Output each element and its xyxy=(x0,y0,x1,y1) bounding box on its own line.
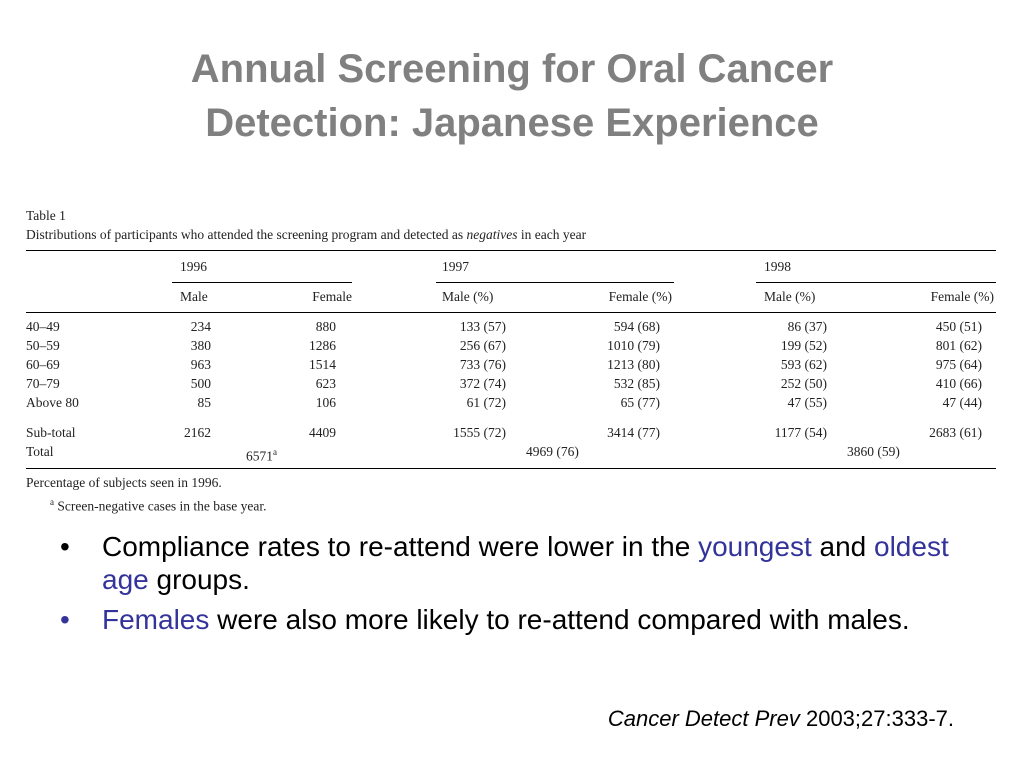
table-caption-italic: negatives xyxy=(466,227,518,242)
table-cell: 1213 (80) xyxy=(607,357,660,372)
table-caption-pre: Distributions of participants who attend… xyxy=(26,227,464,242)
table-cell: 1286 xyxy=(309,338,336,353)
row-label: 40–49 xyxy=(26,319,60,334)
table-cell: 1514 xyxy=(309,357,336,372)
row-label: 50–59 xyxy=(26,338,60,353)
table-cell: 106 xyxy=(315,395,336,410)
table-cell: 2683 (61) xyxy=(929,425,982,440)
table-cell: 47 (55) xyxy=(787,395,827,410)
table-cell: 623 xyxy=(315,376,336,391)
table-cell: 880 xyxy=(315,319,336,334)
row-label: 60–69 xyxy=(26,357,60,372)
header-bottom-rule xyxy=(26,312,996,313)
bullet-item: • Compliance rates to re-attend were low… xyxy=(60,530,960,596)
table-cell: 593 (62) xyxy=(780,357,827,372)
column-header: Female xyxy=(312,289,352,304)
citation-journal: Cancer Detect Prev xyxy=(607,706,800,731)
bullet-item: • Females were also more likely to re-at… xyxy=(60,603,960,636)
row-label: Total xyxy=(26,444,54,459)
slide-title-line1: Annual Screening for Oral Cancer xyxy=(190,47,834,91)
table-top-rule xyxy=(26,250,996,251)
year-rule xyxy=(436,282,674,283)
table-cell: 4409 xyxy=(309,425,336,440)
table-footnote: a Screen-negative cases in the base year… xyxy=(50,493,267,516)
slide-title-line2: Detection: Japanese Experience xyxy=(205,101,819,145)
table-cell: 1555 (72) xyxy=(453,425,506,440)
table-caption-post: in each year xyxy=(520,227,587,242)
table-cell: 86 (37) xyxy=(787,319,827,334)
bullet-text: were also more likely to re-attend compa… xyxy=(209,604,910,635)
table-footnote: Percentage of subjects seen in 1996. xyxy=(26,475,222,490)
table-cell: 133 (57) xyxy=(459,319,506,334)
year-rule xyxy=(172,282,352,283)
table-cell: 199 (52) xyxy=(780,338,827,353)
year-header: 1996 xyxy=(180,259,207,274)
column-header: Male (%) xyxy=(442,289,494,304)
row-label: 70–79 xyxy=(26,376,60,391)
table-cell: 1010 (79) xyxy=(607,338,660,353)
bullet-marker: • xyxy=(60,604,70,635)
bullet-highlight: oldest age xyxy=(102,531,949,595)
year-header: 1997 xyxy=(442,259,469,274)
bullet-highlight: Females xyxy=(102,604,210,635)
table-cell: 1177 (54) xyxy=(774,425,827,440)
table-cell: 594 (68) xyxy=(613,319,660,334)
table-cell: 500 xyxy=(190,376,211,391)
footnote-marker: a xyxy=(50,497,54,507)
slide-title: Annual Screening for Oral Cancer Detecti… xyxy=(0,42,1024,150)
table-cell: 61 (72) xyxy=(466,395,506,410)
table-cell: 410 (66) xyxy=(935,376,982,391)
column-header: Female (%) xyxy=(930,289,994,304)
bullet-marker: • xyxy=(60,531,70,562)
table-cell: 801 (62) xyxy=(935,338,982,353)
table-cell: 372 (74) xyxy=(459,376,506,391)
bullet-text: Compliance rates to re-attend were lower… xyxy=(102,531,699,562)
table-cell: 532 (85) xyxy=(613,376,660,391)
table-caption: Distributions of participants who attend… xyxy=(26,225,996,244)
table-cell: 380 xyxy=(190,338,211,353)
table-cell: 733 (76) xyxy=(459,357,506,372)
column-header: Male xyxy=(180,289,208,304)
bullet-text: and xyxy=(811,531,874,562)
footnote-marker: a xyxy=(273,447,277,457)
citation: Cancer Detect Prev 2003;27:333-7. xyxy=(608,706,954,732)
year-rule xyxy=(756,282,996,283)
table-cell: 256 (67) xyxy=(459,338,506,353)
table-cell: 975 (64) xyxy=(935,357,982,372)
footnote-text: Screen-negative cases in the base year. xyxy=(57,498,267,514)
table-cell: 234 xyxy=(190,319,211,334)
bullet-text: groups. xyxy=(148,564,250,595)
table-cell: 3414 (77) xyxy=(607,425,660,440)
table-cell: 2162 xyxy=(184,425,211,440)
column-header: Female (%) xyxy=(608,289,672,304)
table-cell: 252 (50) xyxy=(780,376,827,391)
year-header: 1998 xyxy=(764,259,791,274)
citation-ref: 2003;27:333-7. xyxy=(799,706,954,731)
total-cell: 3860 (59) xyxy=(847,444,900,459)
bullet-highlight: youngest xyxy=(698,531,812,562)
table-cell: 65 (77) xyxy=(620,395,660,410)
data-table: Table 1 Distributions of participants wh… xyxy=(26,206,996,516)
bullet-list: • Compliance rates to re-attend were low… xyxy=(60,530,960,643)
total-cell: 4969 (76) xyxy=(526,444,579,459)
total-cell: 6571a xyxy=(246,443,277,466)
table-bottom-rule xyxy=(26,468,996,469)
table-label: Table 1 xyxy=(26,208,66,223)
row-label: Above 80 xyxy=(26,395,79,410)
table-cell: 85 xyxy=(197,395,212,410)
table-cell: 450 (51) xyxy=(935,319,982,334)
row-label: Sub-total xyxy=(26,425,76,440)
table-cell: 47 (44) xyxy=(942,395,982,410)
column-header: Male (%) xyxy=(764,289,816,304)
table-cell: 963 xyxy=(190,357,211,372)
total-value: 6571 xyxy=(246,448,273,464)
